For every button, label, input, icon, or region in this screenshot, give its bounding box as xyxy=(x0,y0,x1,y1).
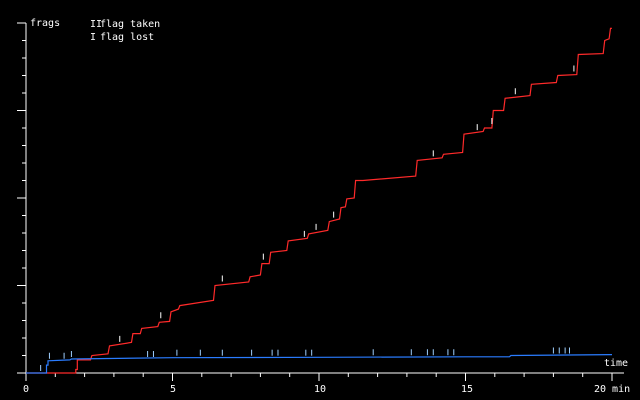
series-line-0 xyxy=(26,27,612,374)
series-line-1 xyxy=(26,354,613,374)
x-tick-label-10: 10 xyxy=(314,384,327,395)
x-tick-label-5: 5 xyxy=(170,384,177,395)
x-tick-label-0: 0 xyxy=(23,384,30,395)
legend-flag-taken-symbol: II xyxy=(90,19,103,30)
legend-flag-lost-symbol: I xyxy=(90,32,97,43)
legend-flag-lost-label: flag lost xyxy=(100,32,155,43)
series-layer xyxy=(26,27,613,374)
x-axis-label: time xyxy=(604,358,629,369)
legend-flag-taken-label: flag taken xyxy=(100,19,161,30)
axes xyxy=(17,22,624,381)
y-axis-label: frags xyxy=(30,18,61,29)
x-tick-label-15: 15 xyxy=(461,384,474,395)
x-tick-label-20: 20 min xyxy=(594,384,631,395)
flag-marks-layer xyxy=(40,65,575,371)
